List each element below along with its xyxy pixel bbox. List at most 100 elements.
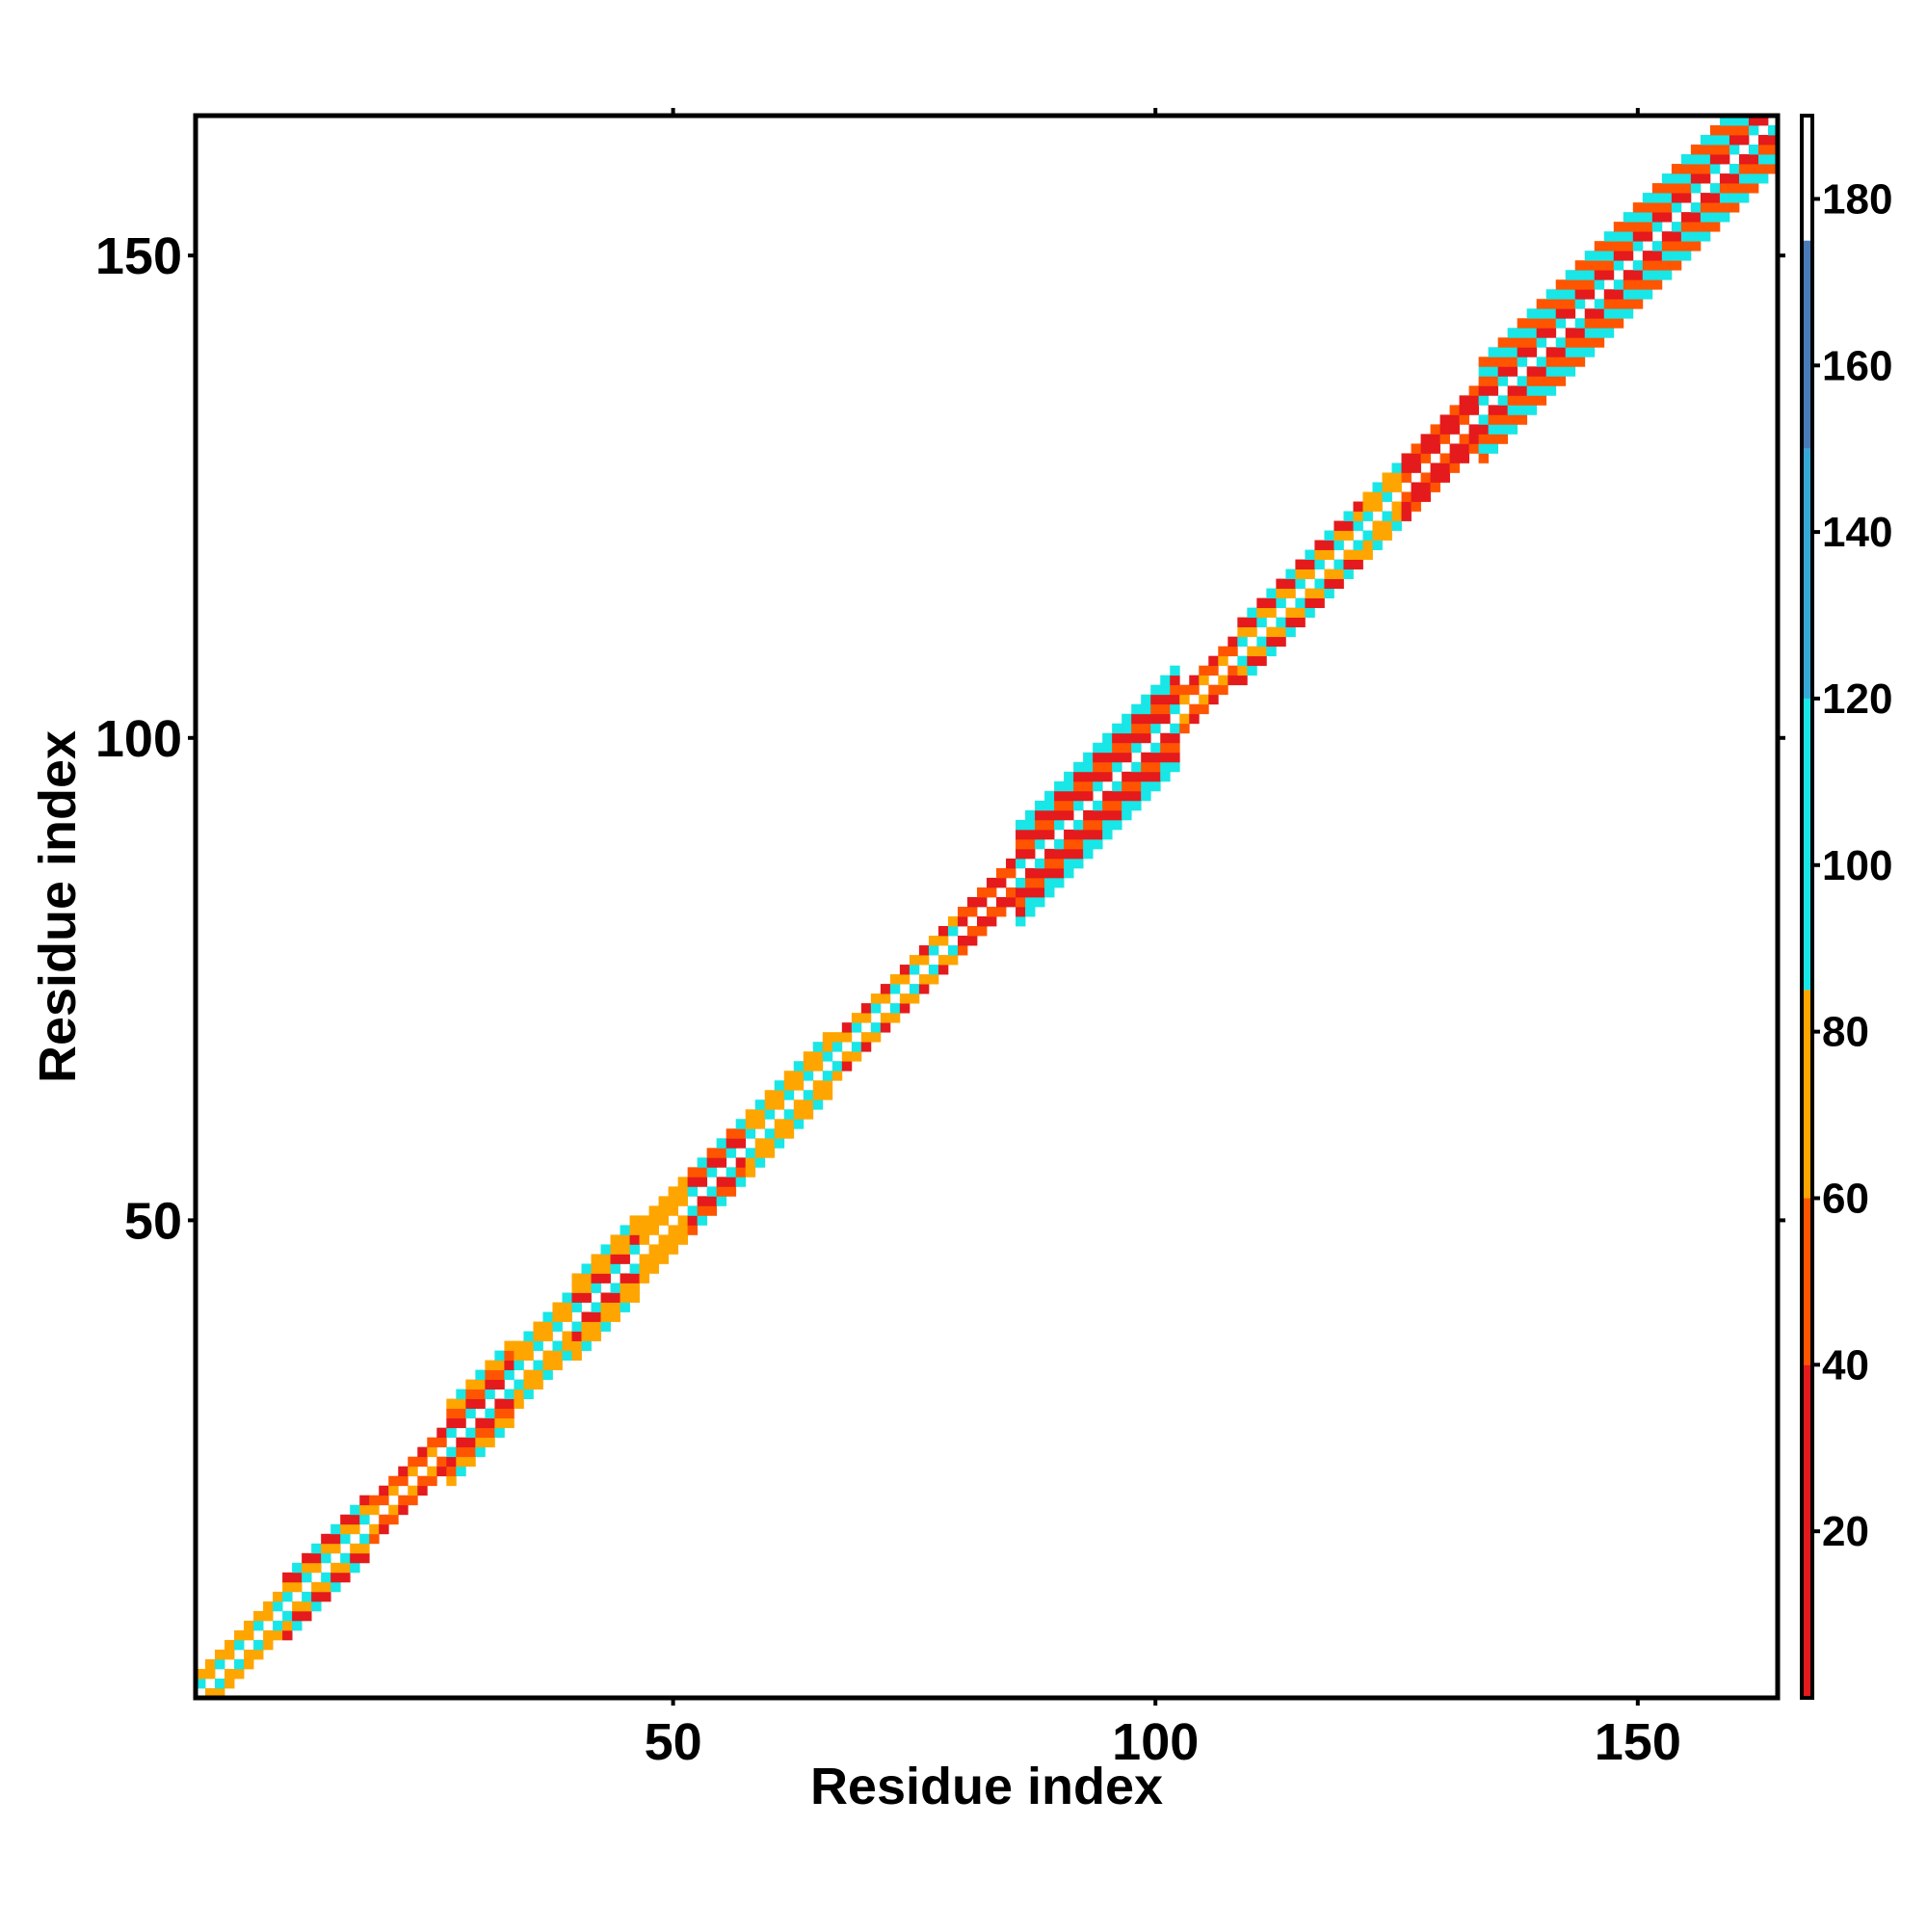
heatmap-cell (687, 1205, 699, 1216)
heatmap-cell (514, 1360, 524, 1370)
heatmap-cell (860, 1013, 872, 1023)
heatmap-cell (1651, 202, 1663, 213)
heatmap-cell (1372, 520, 1383, 531)
heatmap-cell (1700, 145, 1711, 155)
heatmap-cell (1517, 376, 1528, 386)
heatmap-cell (1064, 838, 1074, 850)
heatmap-cell (1748, 125, 1759, 136)
heatmap-cell (1073, 800, 1084, 811)
heatmap-cell (1064, 781, 1074, 792)
heatmap-cell (1709, 212, 1721, 223)
heatmap-cell (369, 1495, 380, 1506)
heatmap-cell (1141, 723, 1151, 734)
heatmap-cell (1613, 279, 1624, 290)
heatmap-cell (1613, 260, 1624, 271)
heatmap-cell (803, 1090, 814, 1100)
heatmap-cell (1488, 366, 1499, 377)
heatmap-cell (1150, 723, 1161, 734)
heatmap-cell (552, 1302, 563, 1312)
heatmap-cell (1526, 337, 1538, 348)
heatmap-cell (1073, 819, 1084, 831)
heatmap-cell (697, 1157, 708, 1168)
heatmap-cell (1642, 260, 1653, 271)
heatmap-cell (1112, 732, 1122, 744)
heatmap-cell (475, 1417, 486, 1429)
heatmap-cell (648, 1244, 659, 1255)
heatmap-cell (1594, 270, 1605, 280)
heatmap-cell (1420, 472, 1431, 483)
heatmap-cell (485, 1389, 495, 1400)
heatmap-cell (1430, 424, 1440, 435)
heatmap-cell (1353, 549, 1363, 560)
heatmap-cell (677, 1177, 689, 1187)
heatmap-cell (1565, 299, 1576, 309)
heatmap-cell (909, 984, 920, 994)
heatmap-cell (1276, 578, 1286, 589)
heatmap-cell (1372, 501, 1383, 512)
heatmap-cell (427, 1437, 437, 1448)
heatmap-cell (1603, 241, 1615, 251)
heatmap-cell (996, 877, 1007, 888)
heatmap-cell (889, 984, 901, 994)
heatmap-cell (1748, 145, 1759, 155)
heatmap-cell (1459, 405, 1470, 415)
heatmap-cell (812, 1090, 824, 1100)
heatmap-cell (1362, 530, 1373, 541)
heatmap-cell (1574, 299, 1586, 309)
heatmap-cell (1044, 790, 1055, 802)
heatmap-cell (1738, 135, 1750, 146)
heatmap-cell (224, 1668, 235, 1680)
colorbar-tick-label: 180 (1822, 175, 1892, 223)
heatmap-cell (571, 1292, 582, 1303)
heatmap-cell (1382, 530, 1392, 541)
heatmap-cell (475, 1369, 486, 1380)
heatmap-cell (1439, 453, 1450, 463)
heatmap-cell (359, 1543, 370, 1554)
heatmap-cell (475, 1379, 486, 1390)
heatmap-cell (1391, 472, 1402, 483)
heatmap-cell (302, 1572, 312, 1583)
heatmap-cell (369, 1533, 380, 1545)
heatmap-cell (1382, 520, 1392, 531)
heatmap-cell (1141, 694, 1151, 705)
heatmap-cell (1256, 655, 1267, 667)
heatmap-cell (581, 1321, 592, 1332)
heatmap-cell (273, 1620, 283, 1631)
heatmap-cell (1488, 385, 1499, 396)
heatmap-cells (196, 116, 1779, 1699)
heatmap-cell (571, 1273, 582, 1284)
heatmap-cell (610, 1244, 620, 1255)
heatmap-cell (841, 1051, 853, 1062)
heatmap-cell (1141, 752, 1151, 763)
heatmap-cell (1729, 145, 1740, 155)
heatmap-cell (987, 877, 997, 888)
heatmap-cell (1613, 251, 1624, 261)
heatmap-cell (292, 1601, 303, 1612)
heatmap-cell (745, 1148, 756, 1158)
heatmap-cell (1083, 829, 1094, 840)
heatmap-cell (1353, 501, 1363, 512)
heatmap-cell (996, 896, 1007, 908)
heatmap-cell (1651, 251, 1663, 261)
heatmap-cell (1603, 231, 1615, 242)
heatmap-cell (282, 1629, 293, 1641)
heatmap-cell (1411, 482, 1421, 492)
heatmap-cell (311, 1552, 322, 1564)
heatmap-cell (668, 1205, 679, 1216)
heatmap-cell (1680, 193, 1692, 203)
heatmap-cell (937, 926, 949, 937)
heatmap-cell (1025, 896, 1036, 908)
heatmap-cell (1748, 183, 1759, 194)
heatmap-cell (1054, 819, 1065, 831)
heatmap-cell (1093, 781, 1103, 792)
heatmap-cell (1651, 279, 1663, 290)
heatmap-cell (1420, 482, 1431, 492)
heatmap-cell (1584, 270, 1596, 280)
heatmap-cell (340, 1533, 351, 1545)
heatmap-cell (783, 1080, 795, 1091)
heatmap-cell (1122, 713, 1132, 725)
heatmap-cell (1709, 164, 1721, 174)
heatmap-cell (1064, 800, 1074, 811)
heatmap-cell (1150, 771, 1161, 782)
heatmap-cell (793, 1061, 805, 1072)
